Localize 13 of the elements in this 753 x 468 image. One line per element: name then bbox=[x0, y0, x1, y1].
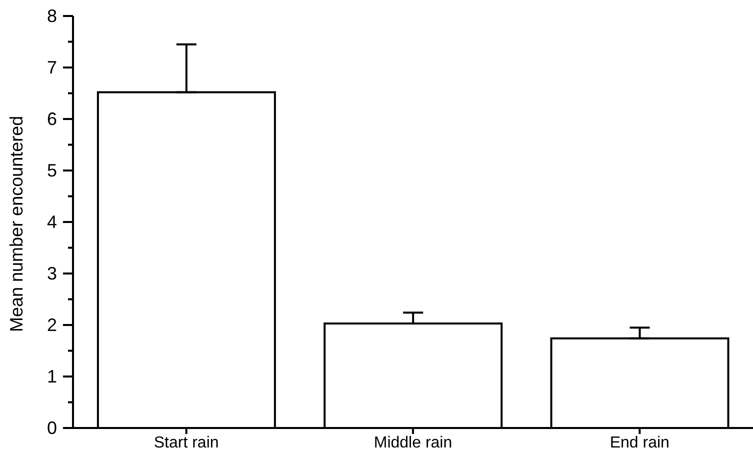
y-axis-title: Mean number encountered bbox=[6, 116, 26, 332]
x-tick-label: Middle rain bbox=[374, 434, 452, 452]
x-tick-label: Start rain bbox=[154, 434, 219, 452]
x-tick-label: End rain bbox=[610, 434, 670, 452]
y-tick-label: 5 bbox=[46, 160, 57, 180]
y-tick-label: 4 bbox=[46, 212, 57, 232]
y-tick-label: 7 bbox=[46, 58, 57, 78]
y-tick-label: 3 bbox=[46, 264, 57, 284]
y-tick-label: 0 bbox=[46, 418, 57, 438]
y-tick-label: 1 bbox=[46, 366, 57, 386]
y-tick-label: 6 bbox=[46, 109, 57, 129]
y-tick-label: 2 bbox=[46, 315, 57, 335]
y-tick-label: 8 bbox=[46, 6, 57, 26]
